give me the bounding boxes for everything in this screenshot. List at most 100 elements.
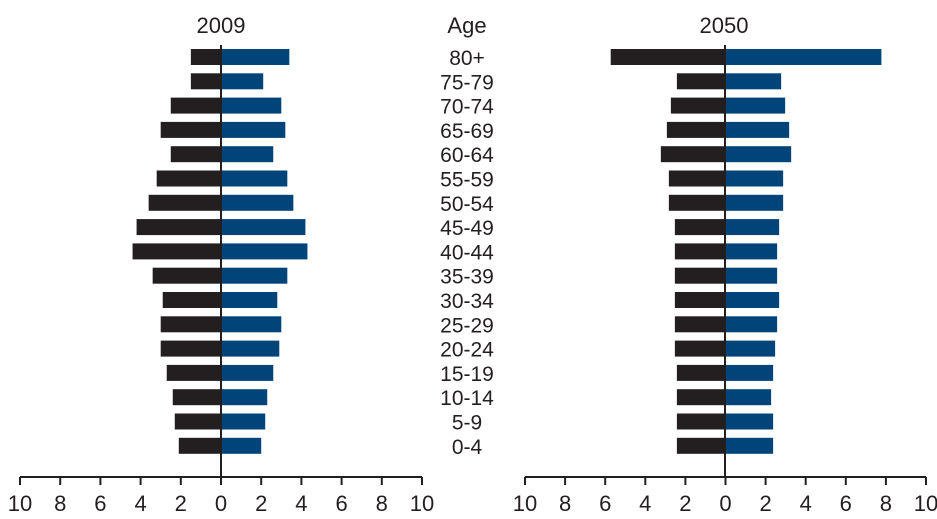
- bar-right-20-24: [725, 340, 776, 357]
- bar-right-65-69: [725, 121, 790, 138]
- bar-right-55-59: [725, 170, 784, 187]
- age-label-65-69: 65-69: [440, 120, 494, 143]
- bar-right-0-4: [725, 437, 774, 454]
- bar-left-20-24: [160, 340, 221, 357]
- bar-right-60-64: [221, 146, 274, 163]
- bar-right-45-49: [221, 219, 306, 236]
- bar-left-45-49: [136, 219, 221, 236]
- bar-right-55-59: [221, 170, 288, 187]
- bar-left-55-59: [156, 170, 221, 187]
- bar-left-75-79: [190, 73, 221, 90]
- bar-left-80+: [190, 49, 221, 65]
- x-tick-label: 8: [54, 491, 66, 516]
- x-tick-label: 2: [255, 491, 267, 516]
- bar-right-10-14: [725, 389, 772, 406]
- age-label-45-49: 45-49: [440, 217, 494, 240]
- bar-left-5-9: [676, 413, 725, 430]
- bar-right-50-54: [221, 194, 294, 211]
- bar-left-70-74: [670, 97, 725, 114]
- x-tick-label: 8: [880, 491, 892, 516]
- age-label-60-64: 60-64: [440, 144, 494, 167]
- age-header: Age: [447, 13, 486, 38]
- bar-right-5-9: [725, 413, 774, 430]
- bar-left-70-74: [170, 97, 221, 114]
- bar-left-10-14: [172, 389, 221, 406]
- bar-left-35-39: [152, 267, 221, 284]
- chart-title-2050: 2050: [700, 13, 749, 38]
- age-label-75-79: 75-79: [440, 71, 494, 94]
- x-tick-label: 2: [679, 491, 691, 516]
- age-label-30-34: 30-34: [440, 290, 494, 313]
- age-label-80+: 80+: [449, 47, 485, 70]
- x-tick-label: 10: [513, 491, 537, 516]
- x-tick-label: 10: [914, 491, 937, 516]
- x-tick-label: 6: [335, 491, 347, 516]
- bar-left-40-44: [674, 243, 725, 260]
- bar-right-30-34: [725, 292, 780, 308]
- bar-left-5-9: [174, 413, 221, 430]
- bar-right-15-19: [221, 364, 274, 381]
- bar-left-40-44: [132, 243, 221, 260]
- bar-left-45-49: [674, 219, 725, 236]
- age-label-25-29: 25-29: [440, 314, 494, 337]
- age-labels-column: Age 80+75-7970-7465-6960-6455-5950-5445-…: [440, 13, 494, 459]
- bar-right-75-79: [725, 73, 782, 90]
- bar-right-80+: [221, 49, 290, 65]
- bar-right-35-39: [221, 267, 288, 284]
- bar-left-55-59: [668, 170, 725, 187]
- age-label-15-19: 15-19: [440, 363, 494, 386]
- bar-right-30-34: [221, 292, 278, 308]
- bar-left-80+: [610, 49, 725, 65]
- x-tick-label: 4: [134, 491, 146, 516]
- bar-right-40-44: [725, 243, 778, 260]
- bar-right-80+: [725, 49, 882, 65]
- age-label-40-44: 40-44: [440, 241, 494, 264]
- bar-left-30-34: [674, 292, 725, 308]
- age-label-35-39: 35-39: [440, 266, 494, 289]
- bar-right-0-4: [221, 437, 262, 454]
- bar-left-50-54: [668, 194, 725, 211]
- age-label-5-9: 5-9: [452, 412, 482, 435]
- bar-right-40-44: [221, 243, 308, 260]
- bar-left-75-79: [676, 73, 725, 90]
- bar-right-5-9: [221, 413, 266, 430]
- x-tick-label: 0: [215, 491, 227, 516]
- bar-left-0-4: [676, 437, 725, 454]
- bar-left-35-39: [674, 267, 725, 284]
- bar-right-15-19: [725, 364, 774, 381]
- bar-left-15-19: [166, 364, 221, 381]
- age-label-55-59: 55-59: [440, 169, 494, 192]
- x-tick-label: 6: [840, 491, 852, 516]
- x-tick-label: 8: [376, 491, 388, 516]
- pyramid-2009-panel: 2009 10 8 6 4 2 0 2 4 6 8 10: [8, 13, 434, 516]
- bar-right-70-74: [221, 97, 282, 114]
- bar-right-25-29: [725, 316, 778, 333]
- bar-left-15-19: [676, 364, 725, 381]
- x-tick-label: 2: [759, 491, 771, 516]
- bar-right-65-69: [221, 121, 286, 138]
- x-tick-label: 4: [800, 491, 812, 516]
- age-label-50-54: 50-54: [440, 193, 494, 216]
- age-label-10-14: 10-14: [440, 387, 494, 410]
- bar-left-60-64: [170, 146, 221, 163]
- bar-right-50-54: [725, 194, 784, 211]
- chart-title-2009: 2009: [197, 13, 246, 38]
- bar-right-60-64: [725, 146, 792, 163]
- bar-right-45-49: [725, 219, 780, 236]
- bar-right-25-29: [221, 316, 282, 333]
- bar-left-0-4: [178, 437, 221, 454]
- x-tick-label: 6: [599, 491, 611, 516]
- x-tick-label: 2: [175, 491, 187, 516]
- bar-left-20-24: [674, 340, 725, 357]
- bar-right-75-79: [221, 73, 264, 90]
- bar-right-10-14: [221, 389, 268, 406]
- x-tick-label: 4: [639, 491, 651, 516]
- bar-left-65-69: [666, 121, 725, 138]
- bar-right-70-74: [725, 97, 786, 114]
- bar-left-30-34: [162, 292, 221, 308]
- age-label-20-24: 20-24: [440, 339, 494, 362]
- bar-left-25-29: [674, 316, 725, 333]
- x-tick-label: 10: [410, 491, 434, 516]
- age-label-0-4: 0-4: [452, 436, 483, 459]
